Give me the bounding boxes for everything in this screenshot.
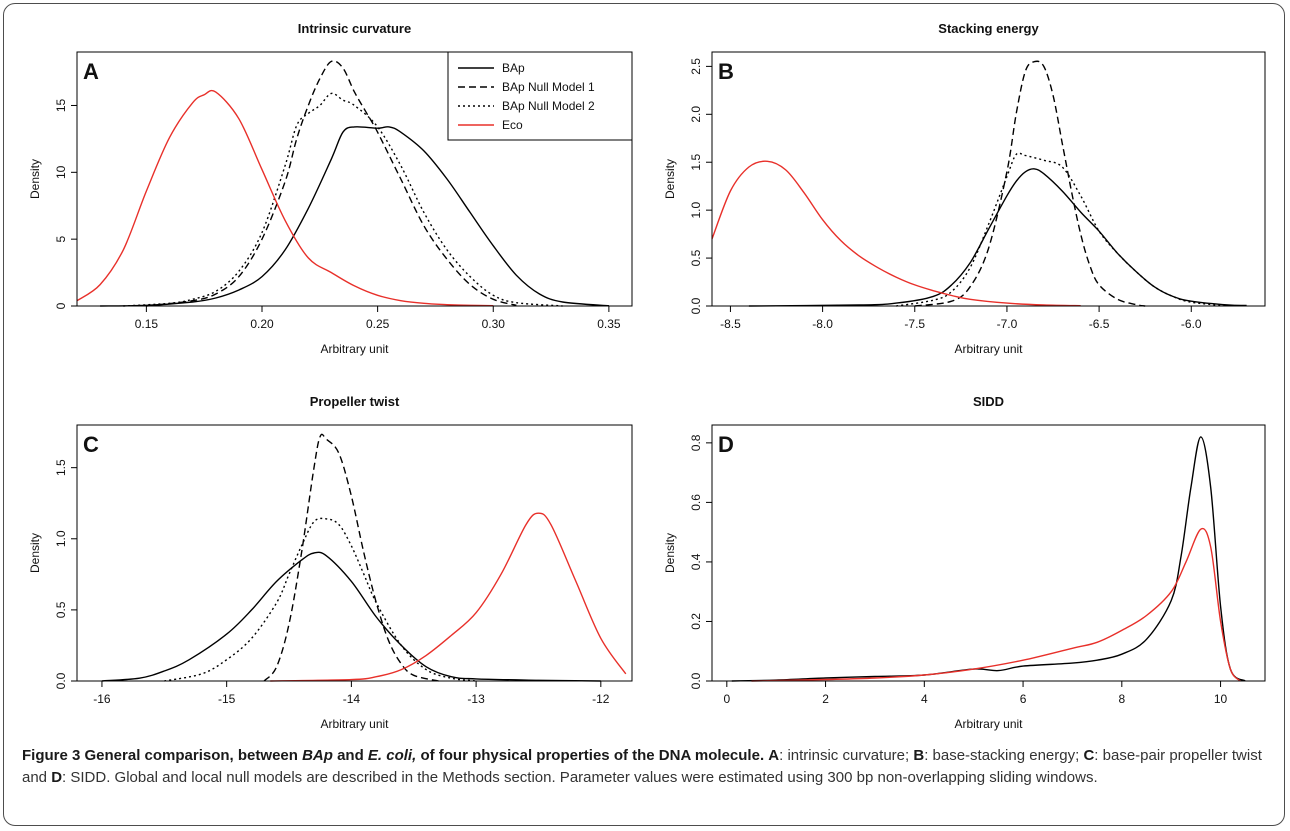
y-tick-label: 0.0: [689, 672, 703, 689]
panel-b: -8.5 -8.0 -7.5 -7.0 -6.5 -6.0 0.0 0.5 1.0 1.5 2.0 2…: [663, 21, 1266, 356]
figure-frame: [3, 3, 1285, 826]
plot-border: [711, 424, 1266, 682]
y-axis-label: Density: [28, 533, 42, 573]
series-line-eco: [711, 160, 1081, 307]
x-tick-label: -14: [343, 692, 361, 706]
x-tick-label: -7.5: [904, 317, 925, 331]
y-tick-label: 0.5: [689, 249, 703, 266]
caption-title: Figure 3 General comparison, between BAp…: [22, 747, 765, 764]
panel-c: -16 -15 -14 -13 -12 0.0 0.5 1.0 1.5 Arbitrary uni…: [28, 394, 633, 731]
panel-title: Stacking energy: [938, 21, 1039, 36]
series-line-bap: [748, 168, 1247, 307]
y-tick-label: 0.5: [54, 601, 68, 618]
x-tick-label: 0.15: [135, 317, 159, 331]
x-tick-label: 10: [1214, 692, 1228, 706]
series-line-eco: [76, 89, 494, 307]
x-tick-label: 0: [723, 692, 730, 706]
panel-d: 0 2 4 6 8 10 0.0 0.2 0.4 0.6 0.8 Arbitrary unit Dens…: [663, 394, 1266, 731]
y-tick-label: 0: [54, 302, 68, 309]
x-tick-label: -8.0: [812, 317, 833, 331]
panel-title: SIDD: [973, 394, 1004, 409]
legend-entry: BAp: [502, 61, 525, 75]
y-tick-label: 0.0: [54, 672, 68, 689]
y-tick-label: 0.0: [689, 297, 703, 314]
plot-border: [711, 51, 1266, 307]
x-tick-label: -6.5: [1089, 317, 1110, 331]
legend-entry: Eco: [502, 118, 523, 132]
panel-letter: B: [718, 59, 734, 84]
x-tick-label: 6: [1020, 692, 1027, 706]
x-tick-label: 0.35: [597, 317, 621, 331]
plot-border: [76, 51, 633, 307]
panel-title: Propeller twist: [310, 394, 400, 409]
x-tick-label: 4: [921, 692, 928, 706]
x-tick-label: -12: [592, 692, 610, 706]
y-axis-label: Density: [663, 159, 677, 199]
legend-box: [447, 51, 633, 141]
y-tick-label: 10: [54, 165, 68, 179]
x-tick-label: -7.0: [997, 317, 1018, 331]
x-axis-label: Arbitrary unit: [320, 342, 389, 356]
y-tick-label: 1.5: [689, 154, 703, 171]
y-tick-label: 2.0: [689, 106, 703, 123]
x-axis-label: Arbitrary unit: [954, 717, 1023, 731]
series-line-bap-null-model-2: [896, 152, 1229, 307]
x-tick-label: 0.20: [250, 317, 274, 331]
series-line-bap: [100, 126, 609, 307]
legend-entry: BAp Null Model 1: [502, 80, 595, 94]
y-tick-label: 0.2: [689, 613, 703, 630]
x-tick-label: -8.5: [720, 317, 741, 331]
series-line-bap-null-model-1: [263, 433, 439, 682]
series-line-bap-null-model-1: [914, 60, 1146, 307]
x-tick-label: 2: [822, 692, 829, 706]
x-tick-label: -6.0: [1181, 317, 1202, 331]
panel-a: 0.15 0.20 0.25 0.30 0.35 0 5 10 15 Arbitrary unit…: [28, 21, 633, 356]
x-tick-label: -13: [467, 692, 485, 706]
y-tick-label: 1.0: [689, 201, 703, 218]
series-line-bap: [731, 436, 1246, 682]
figure-caption: Figure 3 General comparison, between BAp…: [22, 747, 1262, 786]
y-tick-label: 5: [54, 236, 68, 243]
y-tick-label: 0.6: [689, 494, 703, 511]
legend-entry: BAp Null Model 2: [502, 99, 595, 113]
x-tick-label: -15: [218, 692, 236, 706]
panel-letter: A: [83, 59, 99, 84]
legend: BAp BAp Null Model 1 BAp Null Model 2 Eco: [447, 51, 633, 141]
series-line-bap-null-model-2: [123, 92, 563, 307]
y-tick-label: 15: [54, 98, 68, 112]
x-tick-label: 0.30: [482, 317, 506, 331]
x-axis-label: Arbitrary unit: [320, 717, 389, 731]
x-tick-label: 8: [1118, 692, 1125, 706]
series-line-bap-null-model-1: [146, 60, 517, 307]
x-tick-label: 0.25: [366, 317, 390, 331]
y-tick-label: 2.5: [689, 58, 703, 75]
y-axis-label: Density: [28, 159, 42, 199]
panel-letter: D: [718, 432, 734, 457]
series-line-eco: [751, 527, 1241, 682]
series-line-bap-null-model-2: [164, 517, 477, 682]
y-tick-label: 1.5: [54, 459, 68, 476]
panel-letter: C: [83, 432, 99, 457]
y-tick-label: 0.8: [689, 434, 703, 451]
panel-title: Intrinsic curvature: [298, 21, 411, 36]
y-tick-label: 0.4: [689, 553, 703, 570]
y-axis-label: Density: [663, 533, 677, 573]
series-line-eco: [270, 512, 627, 682]
plot-border: [76, 424, 633, 682]
x-tick-label: -16: [93, 692, 111, 706]
series-line-bap: [101, 551, 601, 682]
y-tick-label: 1.0: [54, 530, 68, 547]
x-axis-label: Arbitrary unit: [954, 342, 1023, 356]
